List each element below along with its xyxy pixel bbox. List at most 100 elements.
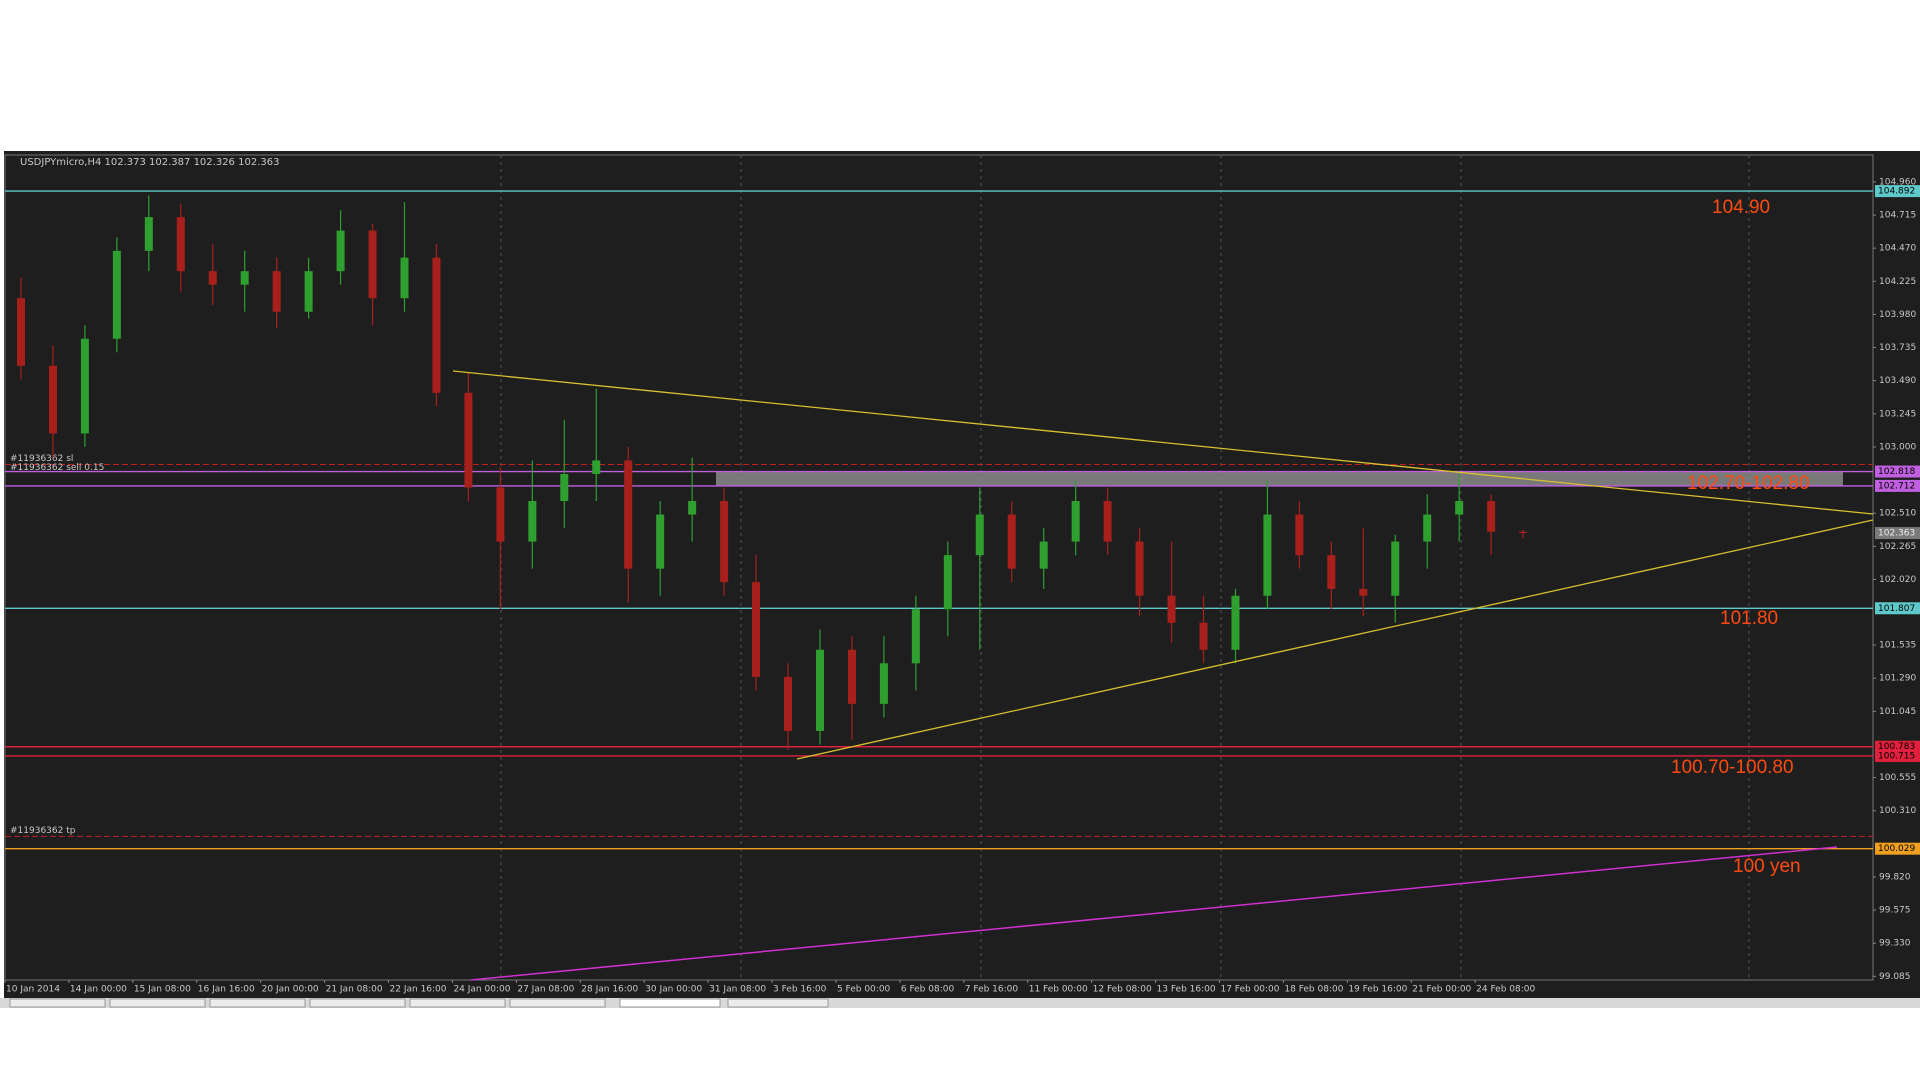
x-tick-label: 22 Jan 16:00 [390, 985, 447, 995]
candle-body [1519, 531, 1528, 534]
price-label: 104.892 [1878, 187, 1915, 197]
candle-body [1295, 514, 1304, 556]
chart-layer: 104.960 104.715 104.470 104.225 103.980 103.7… [4, 177, 1920, 995]
candle-body [528, 501, 537, 542]
price-label-box [1875, 749, 1920, 762]
x-tick-label: 31 Jan 08:00 [709, 985, 766, 995]
candle-body [975, 514, 984, 556]
plot-frame [4, 154, 1874, 981]
candle-body [16, 298, 25, 366]
candle-body [1359, 588, 1368, 596]
candle-body [240, 271, 249, 285]
price-label-box [1875, 479, 1920, 492]
x-tick-label: 21 Jan 08:00 [326, 985, 383, 995]
order-label: #11936362 tp [10, 826, 76, 836]
candle-body [1487, 501, 1496, 532]
candle-body [304, 271, 313, 312]
candle-body [1039, 541, 1048, 569]
x-tick-label: 24 Jan 00:00 [453, 985, 510, 995]
y-tick-label: 104.470 [1879, 244, 1916, 254]
candle-body [80, 338, 89, 434]
price-label-box [1875, 527, 1920, 540]
candle-body [784, 676, 793, 731]
tabs [9, 998, 829, 1008]
candle-body [272, 271, 281, 312]
y-tick-label: 101.045 [1879, 707, 1916, 717]
trendline [796, 519, 1874, 760]
y-tick-label: 99.085 [1879, 972, 1911, 982]
candle-body [815, 649, 824, 731]
y-tick-label: 100.310 [1879, 806, 1916, 816]
y-tick-label: 99.330 [1879, 939, 1911, 949]
candle-body [752, 582, 761, 677]
candle-body [1263, 514, 1272, 596]
candle-body [48, 365, 57, 434]
y-tick-label: 103.980 [1879, 310, 1916, 320]
price-label-box [1875, 740, 1920, 753]
tab[interactable] [509, 998, 606, 1008]
candle-body [1071, 501, 1080, 542]
y-tick-label: 104.960 [1879, 177, 1916, 187]
y-tick-label: 104.225 [1879, 277, 1916, 287]
x-tick-label: 6 Feb 08:00 [901, 985, 955, 995]
x-tick-label: 14 Jan 00:00 [70, 985, 127, 995]
y-tick-label: 102.510 [1879, 509, 1916, 519]
x-tick-label: 24 Feb 08:00 [1476, 985, 1535, 995]
candle-body [464, 392, 473, 488]
zone [716, 471, 1843, 486]
candle-body [1199, 622, 1208, 650]
y-tick-label: 101.535 [1879, 641, 1916, 651]
price-label: 100.029 [1878, 844, 1915, 854]
candle-body [879, 663, 888, 704]
candle-body [1327, 555, 1336, 589]
candle-body [176, 217, 185, 272]
x-tick-label: 21 Feb 00:00 [1412, 985, 1471, 995]
x-tick-label: 13 Feb 16:00 [1157, 985, 1216, 995]
price-label: 101.807 [1878, 604, 1915, 614]
candle-body [1423, 514, 1432, 542]
candle-body [720, 501, 729, 583]
order-label: #11936362 sl [10, 454, 73, 464]
tab[interactable] [209, 998, 306, 1008]
price-label: 102.712 [1878, 481, 1915, 491]
price-label-box [1875, 465, 1920, 478]
candle-body [1167, 595, 1176, 623]
price-label: 102.818 [1878, 467, 1915, 477]
tab-active[interactable] [619, 998, 721, 1008]
trendline [452, 370, 1874, 515]
candle-body [1455, 501, 1464, 515]
candle-body [368, 230, 377, 299]
x-tick-label: 30 Jan 00:00 [645, 985, 702, 995]
candle-body [1391, 541, 1400, 596]
annotation: 102.70-102.80 [1687, 473, 1810, 494]
x-tick-label: 18 Feb 08:00 [1284, 985, 1343, 995]
candle-body [144, 217, 153, 251]
y-tick-label: 103.245 [1879, 409, 1916, 419]
tab[interactable] [309, 998, 406, 1008]
y-tick-label: 101.290 [1879, 674, 1916, 684]
price-label: 102.363 [1878, 529, 1915, 539]
tab[interactable] [727, 998, 829, 1008]
price-label-box [1875, 185, 1920, 198]
x-tick-label: 28 Jan 16:00 [581, 985, 638, 995]
vertical-grid [500, 155, 1750, 980]
candle-body [1103, 501, 1112, 542]
y-tick-label: 104.715 [1879, 211, 1916, 221]
y-tick-label: 103.490 [1879, 376, 1916, 386]
tab[interactable] [9, 998, 106, 1008]
price-label-box [1875, 602, 1920, 615]
candle-body [656, 514, 665, 569]
x-tick-label: 20 Jan 00:00 [262, 985, 319, 995]
candle-body [1231, 595, 1240, 650]
candle-body [911, 609, 920, 664]
tab[interactable] [409, 998, 506, 1008]
y-tick-label: 102.020 [1879, 575, 1916, 585]
trendline [470, 846, 1838, 981]
annotation: 101.80 [1720, 608, 1778, 629]
tab[interactable] [109, 998, 206, 1008]
candle-body [560, 473, 569, 502]
x-tick-label: 3 Feb 16:00 [773, 985, 827, 995]
tab-bar [0, 998, 1920, 1008]
